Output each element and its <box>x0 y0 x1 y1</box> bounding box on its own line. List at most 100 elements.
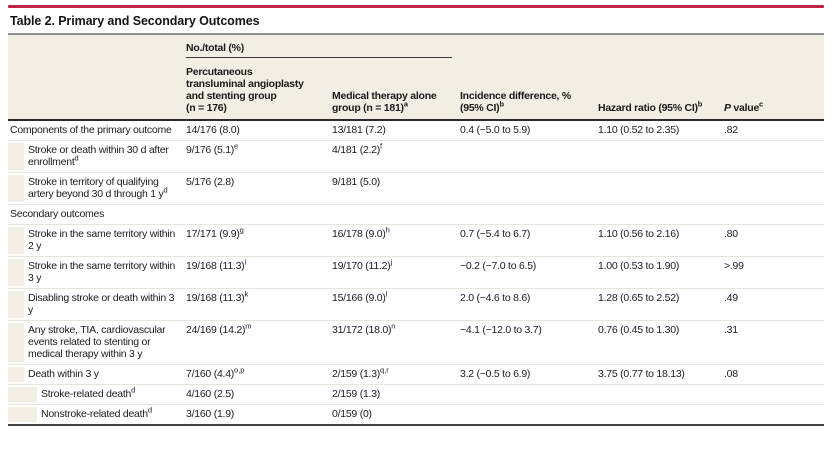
table-row: Nonstroke-related deathd 3/160 (1.9) 0/1… <box>8 404 824 426</box>
indent-marker <box>8 175 24 202</box>
journal-accent-bar <box>8 5 824 8</box>
row-label: Stroke or death within 30 d after enroll… <box>8 141 186 173</box>
cell-incidence-difference: −0.2 (−7.0 to 6.5) <box>460 260 537 272</box>
indent-marker <box>8 323 24 362</box>
cell-incidence-difference: 0.7 (−5.4 to 6.7) <box>460 228 531 240</box>
indent-marker <box>8 291 24 318</box>
table-title: Table 2. Primary and Secondary Outcomes <box>8 8 824 35</box>
cell-p-value <box>724 205 824 225</box>
row-label: Nonstroke-related deathd <box>8 404 186 426</box>
row-label: Disabling stroke or death within 3 y <box>8 289 186 321</box>
column-header-ptas-group: Percutaneous transluminal angioplasty and … <box>186 66 332 121</box>
table-row: Any stroke, TIA, cardiovascular events r… <box>8 320 824 365</box>
column-header-p-value: P valuec <box>724 66 824 121</box>
row-label: Stroke-related deathd <box>8 385 186 405</box>
row-label: Components of the primary outcome <box>10 124 172 136</box>
table-row: Disabling stroke or death within 3 y 19/… <box>8 288 824 321</box>
table-header: No./total (%) Percutaneous transluminal a… <box>8 35 824 121</box>
cell-ptas-group: 24/169 (14.2)m <box>186 321 252 336</box>
cell-hazard-ratio: 0.76 (0.45 to 1.30) <box>598 324 680 336</box>
cell-medical-group: 16/178 (9.0)h <box>332 225 390 240</box>
cell-medical-group: 0/159 (0) <box>332 404 460 426</box>
row-label: Stroke in territory of qualifying artery… <box>8 173 186 205</box>
cell-hazard-ratio: 3.75 (0.77 to 18.13) <box>598 368 685 380</box>
cell-p-value: .49 <box>724 292 738 304</box>
cell-p-value <box>724 141 824 173</box>
table-body: Components of the primary outcome 14/176… <box>8 120 824 426</box>
row-label: Death within 3 y <box>8 365 186 385</box>
cell-hazard-ratio <box>598 205 724 225</box>
table-row: Stroke-related deathd 4/160 (2.5) 2/159 … <box>8 384 824 405</box>
spanner-row: No./total (%) <box>8 35 824 66</box>
cell-medical-group: 9/181 (5.0) <box>332 176 381 188</box>
cell-incidence-difference: 0.4 (−5.0 to 5.9) <box>460 124 531 136</box>
column-header-rowlabels <box>8 66 186 121</box>
row-label: Any stroke, TIA, cardiovascular events r… <box>8 321 186 365</box>
column-header-hazard-ratio: Hazard ratio (95% CI)b <box>598 66 724 121</box>
cell-hazard-ratio: 1.28 (0.65 to 2.52) <box>598 292 680 304</box>
cell-medical-group: 4/181 (2.2)f <box>332 141 383 156</box>
cell-medical-group: 31/172 (18.0)n <box>332 321 396 336</box>
spanner-label: No./total (%) <box>186 42 244 54</box>
cell-medical-group: 15/166 (9.0)l <box>332 289 388 304</box>
cell-incidence-difference <box>460 205 598 225</box>
cell-incidence-difference: −4.1 (−12.0 to 3.7) <box>460 324 542 336</box>
cell-ptas-group: 4/160 (2.5) <box>186 388 235 400</box>
cell-incidence-difference: 2.0 (−4.6 to 8.6) <box>460 292 531 304</box>
cell-incidence-difference <box>460 385 598 405</box>
table-row: Death within 3 y 7/160 (4.4)o,p 2/159 (1… <box>8 364 824 385</box>
cell-ptas-group <box>186 205 332 225</box>
cell-incidence-difference <box>460 141 598 173</box>
cell-ptas-group: 17/171 (9.9)g <box>186 225 244 240</box>
row-label: Stroke in the same territory within 3 y <box>8 257 186 289</box>
column-header-medical-group: Medical therapy alone group (n = 181)a <box>332 66 460 121</box>
cell-hazard-ratio: 1.10 (0.56 to 2.16) <box>598 228 680 240</box>
cell-p-value: .82 <box>724 124 738 136</box>
indent-marker <box>8 259 24 286</box>
cell-ptas-group: 19/168 (11.3)i <box>186 257 247 272</box>
cell-p-value <box>724 385 824 405</box>
cell-incidence-difference <box>460 404 598 426</box>
cell-p-value <box>724 173 824 205</box>
spanner-cell: No./total (%) <box>186 35 460 66</box>
cell-medical-group: 13/181 (7.2) <box>332 124 386 136</box>
outcomes-table: No./total (%) Percutaneous transluminal a… <box>8 35 824 426</box>
cell-medical-group: 19/170 (11.2)j <box>332 257 393 272</box>
cell-p-value: .80 <box>724 228 738 240</box>
table-row: Stroke or death within 30 d after enroll… <box>8 140 824 173</box>
cell-ptas-group: 9/176 (5.1)e <box>186 141 239 156</box>
table-row: Secondary outcomes <box>8 204 824 225</box>
cell-medical-group: 2/159 (1.3) <box>332 388 381 400</box>
indent-marker <box>8 387 37 402</box>
cell-ptas-group: 14/176 (8.0) <box>186 124 240 136</box>
cell-hazard-ratio <box>598 404 724 426</box>
table-row: Stroke in territory of qualifying artery… <box>8 172 824 205</box>
indent-marker <box>8 143 24 170</box>
cell-hazard-ratio: 1.00 (0.53 to 1.90) <box>598 260 680 272</box>
cell-incidence-difference <box>460 173 598 205</box>
indent-marker <box>8 227 24 254</box>
row-label: Stroke in the same territory within 2 y <box>8 225 186 257</box>
cell-hazard-ratio <box>598 385 724 405</box>
cell-p-value: .31 <box>724 324 738 336</box>
cell-ptas-group: 5/176 (2.8) <box>186 176 235 188</box>
table-row: Stroke in the same territory within 2 y … <box>8 224 824 257</box>
table-row: Stroke in the same territory within 3 y … <box>8 256 824 289</box>
column-header-incidence-difference: Incidence difference, % (95% CI)b <box>460 66 598 121</box>
spanner-empty-cell <box>8 35 186 66</box>
cell-hazard-ratio: 1.10 (0.52 to 2.35) <box>598 124 680 136</box>
cell-hazard-ratio <box>598 173 724 205</box>
table-row: Components of the primary outcome 14/176… <box>8 120 824 141</box>
cell-p-value: >.99 <box>724 260 744 272</box>
indent-marker <box>8 407 37 422</box>
cell-ptas-group: 19/168 (11.3)k <box>186 289 249 304</box>
page: Table 2. Primary and Secondary Outcomes … <box>8 5 824 426</box>
cell-medical-group: 2/159 (1.3)q,r <box>332 365 389 380</box>
cell-ptas-group: 3/160 (1.9) <box>186 404 332 426</box>
cell-p-value: .08 <box>724 368 738 380</box>
cell-p-value <box>724 404 824 426</box>
cell-medical-group <box>332 205 460 225</box>
cell-ptas-group: 7/160 (4.4)o,p <box>186 365 245 380</box>
row-label: Secondary outcomes <box>10 208 105 220</box>
spanner-empty-cell <box>460 35 824 66</box>
